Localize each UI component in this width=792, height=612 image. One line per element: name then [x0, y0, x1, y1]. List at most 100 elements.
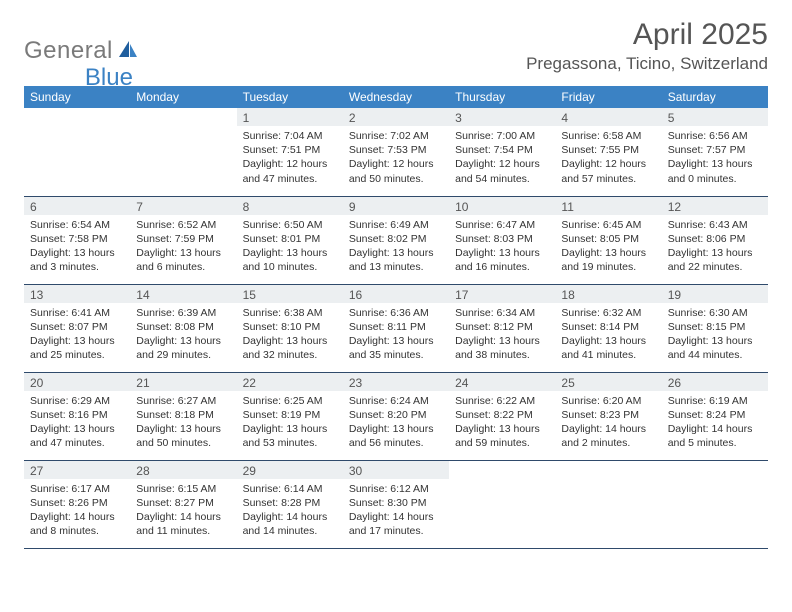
sunrise-text: Sunrise: 6:32 AM: [561, 306, 655, 320]
calendar-cell: 17Sunrise: 6:34 AMSunset: 8:12 PMDayligh…: [449, 284, 555, 372]
calendar-cell: 30Sunrise: 6:12 AMSunset: 8:30 PMDayligh…: [343, 460, 449, 548]
calendar-cell: 29Sunrise: 6:14 AMSunset: 8:28 PMDayligh…: [237, 460, 343, 548]
sunrise-text: Sunrise: 6:43 AM: [668, 218, 762, 232]
daynum-empty: [555, 461, 661, 479]
sunrise-text: Sunrise: 6:50 AM: [243, 218, 337, 232]
sunrise-text: Sunrise: 6:36 AM: [349, 306, 443, 320]
logo: General Blue: [24, 24, 133, 78]
daynum: 14: [130, 285, 236, 303]
calendar-cell: 8Sunrise: 6:50 AMSunset: 8:01 PMDaylight…: [237, 196, 343, 284]
sunrise-text: Sunrise: 7:00 AM: [455, 129, 549, 143]
day-body: Sunrise: 6:17 AMSunset: 8:26 PMDaylight:…: [24, 479, 130, 541]
calendar-cell: 7Sunrise: 6:52 AMSunset: 7:59 PMDaylight…: [130, 196, 236, 284]
sunrise-text: Sunrise: 6:22 AM: [455, 394, 549, 408]
daynum: 3: [449, 108, 555, 126]
sunset-text: Sunset: 7:57 PM: [668, 143, 762, 157]
day-body: Sunrise: 6:34 AMSunset: 8:12 PMDaylight:…: [449, 303, 555, 365]
daynum-empty: [130, 108, 236, 126]
daynum: 6: [24, 197, 130, 215]
sunrise-text: Sunrise: 6:41 AM: [30, 306, 124, 320]
calendar-week: 1Sunrise: 7:04 AMSunset: 7:51 PMDaylight…: [24, 108, 768, 196]
calendar-cell: 23Sunrise: 6:24 AMSunset: 8:20 PMDayligh…: [343, 372, 449, 460]
calendar-cell: 26Sunrise: 6:19 AMSunset: 8:24 PMDayligh…: [662, 372, 768, 460]
daynum: 28: [130, 461, 236, 479]
daylight-text: Daylight: 14 hours and 17 minutes.: [349, 510, 443, 538]
calendar-cell: 6 Sunrise: 6:54 AMSunset: 7:58 PMDaylight…: [24, 196, 130, 284]
day-body: Sunrise: 6:41 AMSunset: 8:07 PMDaylight:…: [24, 303, 130, 365]
sunset-text: Sunset: 8:18 PM: [136, 408, 230, 422]
location: Pregassona, Ticino, Switzerland: [526, 54, 768, 74]
daylight-text: Daylight: 13 hours and 47 minutes.: [30, 422, 124, 450]
calendar-cell: 13Sunrise: 6:41 AMSunset: 8:07 PMDayligh…: [24, 284, 130, 372]
sunset-text: Sunset: 8:14 PM: [561, 320, 655, 334]
calendar-cell: 25Sunrise: 6:20 AMSunset: 8:23 PMDayligh…: [555, 372, 661, 460]
sunset-text: Sunset: 8:24 PM: [668, 408, 762, 422]
daynum: 11: [555, 197, 661, 215]
day-body: Sunrise: 6:12 AMSunset: 8:30 PMDaylight:…: [343, 479, 449, 541]
sunrise-text: Sunrise: 6:25 AM: [243, 394, 337, 408]
daylight-text: Daylight: 13 hours and 19 minutes.: [561, 246, 655, 274]
calendar-cell: 4Sunrise: 6:58 AMSunset: 7:55 PMDaylight…: [555, 108, 661, 196]
day-body: Sunrise: 6:29 AMSunset: 8:16 PMDaylight:…: [24, 391, 130, 453]
daylight-text: Daylight: 13 hours and 35 minutes.: [349, 334, 443, 362]
weekday-header: Monday: [130, 86, 236, 108]
daylight-text: Daylight: 12 hours and 57 minutes.: [561, 157, 655, 185]
sunset-text: Sunset: 7:51 PM: [243, 143, 337, 157]
daynum-empty: [24, 108, 130, 126]
daylight-text: Daylight: 13 hours and 50 minutes.: [136, 422, 230, 450]
calendar-week: 20Sunrise: 6:29 AMSunset: 8:16 PMDayligh…: [24, 372, 768, 460]
daylight-text: Daylight: 13 hours and 59 minutes.: [455, 422, 549, 450]
calendar-cell: 3Sunrise: 7:00 AMSunset: 7:54 PMDaylight…: [449, 108, 555, 196]
calendar-cell: 10Sunrise: 6:47 AMSunset: 8:03 PMDayligh…: [449, 196, 555, 284]
sunset-text: Sunset: 8:16 PM: [30, 408, 124, 422]
day-body: Sunrise: 6:49 AMSunset: 8:02 PMDaylight:…: [343, 215, 449, 277]
day-body: Sunrise: 7:04 AMSunset: 7:51 PMDaylight:…: [237, 126, 343, 188]
daynum: 20: [24, 373, 130, 391]
sunset-text: Sunset: 8:19 PM: [243, 408, 337, 422]
sunset-text: Sunset: 8:28 PM: [243, 496, 337, 510]
sunrise-text: Sunrise: 6:54 AM: [30, 218, 124, 232]
day-body: Sunrise: 6:32 AMSunset: 8:14 PMDaylight:…: [555, 303, 661, 365]
day-body: Sunrise: 6:47 AMSunset: 8:03 PMDaylight:…: [449, 215, 555, 277]
sunrise-text: Sunrise: 7:04 AM: [243, 129, 337, 143]
page: General Blue April 2025 Pregassona, Tici…: [0, 0, 792, 567]
daylight-text: Daylight: 13 hours and 6 minutes.: [136, 246, 230, 274]
daylight-text: Daylight: 13 hours and 13 minutes.: [349, 246, 443, 274]
day-body: Sunrise: 6:22 AMSunset: 8:22 PMDaylight:…: [449, 391, 555, 453]
daynum: 15: [237, 285, 343, 303]
day-body: Sunrise: 7:02 AMSunset: 7:53 PMDaylight:…: [343, 126, 449, 188]
sunset-text: Sunset: 8:08 PM: [136, 320, 230, 334]
sunset-text: Sunset: 8:27 PM: [136, 496, 230, 510]
logo-text-blue: Blue: [85, 64, 133, 92]
calendar-body: 1Sunrise: 7:04 AMSunset: 7:51 PMDaylight…: [24, 108, 768, 548]
calendar-week: 13Sunrise: 6:41 AMSunset: 8:07 PMDayligh…: [24, 284, 768, 372]
sunrise-text: Sunrise: 6:45 AM: [561, 218, 655, 232]
daylight-text: Daylight: 14 hours and 8 minutes.: [30, 510, 124, 538]
sunrise-text: Sunrise: 6:39 AM: [136, 306, 230, 320]
day-body: Sunrise: 6:20 AMSunset: 8:23 PMDaylight:…: [555, 391, 661, 453]
sunrise-text: Sunrise: 7:02 AM: [349, 129, 443, 143]
sunrise-text: Sunrise: 6:38 AM: [243, 306, 337, 320]
daynum: 23: [343, 373, 449, 391]
calendar-cell: 18Sunrise: 6:32 AMSunset: 8:14 PMDayligh…: [555, 284, 661, 372]
sunrise-text: Sunrise: 6:24 AM: [349, 394, 443, 408]
sunset-text: Sunset: 8:23 PM: [561, 408, 655, 422]
calendar-cell: [555, 460, 661, 548]
daylight-text: Daylight: 13 hours and 10 minutes.: [243, 246, 337, 274]
daylight-text: Daylight: 13 hours and 3 minutes.: [30, 246, 124, 274]
logo-text-general: General: [24, 37, 113, 65]
daynum: 5: [662, 108, 768, 126]
daynum: 25: [555, 373, 661, 391]
sunset-text: Sunset: 7:54 PM: [455, 143, 549, 157]
sunset-text: Sunset: 8:11 PM: [349, 320, 443, 334]
daylight-text: Daylight: 12 hours and 47 minutes.: [243, 157, 337, 185]
daynum: 10: [449, 197, 555, 215]
day-body: Sunrise: 6:27 AMSunset: 8:18 PMDaylight:…: [130, 391, 236, 453]
title-block: April 2025 Pregassona, Ticino, Switzerla…: [526, 18, 768, 74]
day-body: Sunrise: 6:38 AMSunset: 8:10 PMDaylight:…: [237, 303, 343, 365]
day-body: Sunrise: 6:36 AMSunset: 8:11 PMDaylight:…: [343, 303, 449, 365]
calendar-cell: [24, 108, 130, 196]
daynum: 22: [237, 373, 343, 391]
day-body: Sunrise: 6:39 AMSunset: 8:08 PMDaylight:…: [130, 303, 236, 365]
sunset-text: Sunset: 7:58 PM: [30, 232, 124, 246]
